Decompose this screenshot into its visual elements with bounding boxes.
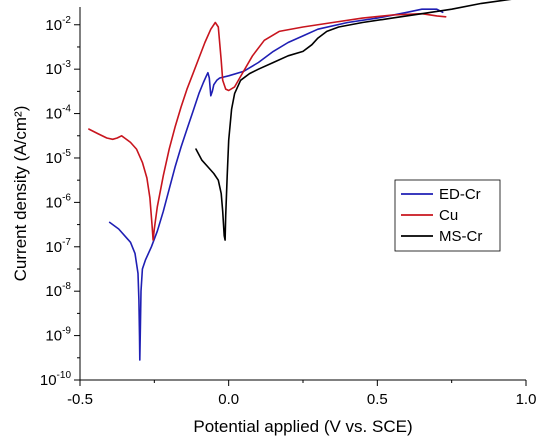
series-line-ed-cr xyxy=(108,8,444,361)
y-tick-base: 10 xyxy=(45,150,62,167)
series-line-ms-cr xyxy=(195,0,512,241)
x-tick-label: 1.0 xyxy=(516,391,537,408)
y-tick-base: 10 xyxy=(45,106,62,123)
legend-label: ED-Cr xyxy=(439,186,481,203)
y-tick-base: 10 xyxy=(45,283,62,300)
legend: ED-Cr Cu MS-Cr xyxy=(394,179,501,252)
y-tick-label: 10-6 xyxy=(45,192,71,211)
legend-label: MS-Cr xyxy=(439,228,482,245)
y-tick-exponent: -10 xyxy=(57,370,72,381)
y-tick-exponent: -5 xyxy=(62,148,71,159)
series-line-cu xyxy=(88,12,447,241)
x-tick-label: 0.5 xyxy=(367,391,388,408)
y-tick-base: 10 xyxy=(45,61,62,78)
y-tick-exponent: -9 xyxy=(62,326,71,337)
y-tick-base: 10 xyxy=(45,194,62,211)
x-axis-title: Potential applied (V vs. SCE) xyxy=(193,417,412,436)
y-tick-exponent: -8 xyxy=(62,281,71,292)
y-tick-label: 10-10 xyxy=(40,370,72,389)
y-tick-label: 10-8 xyxy=(45,281,71,300)
y-tick-exponent: -2 xyxy=(62,15,71,26)
y-tick-label: 10-3 xyxy=(45,59,71,78)
y-tick-base: 10 xyxy=(45,328,62,345)
y-tick-label: 10-4 xyxy=(45,104,71,123)
y-tick-exponent: -6 xyxy=(62,192,71,203)
y-tick-base: 10 xyxy=(40,372,57,389)
y-tick-exponent: -3 xyxy=(62,59,71,70)
y-tick-label: 10-5 xyxy=(45,148,71,167)
plot-lines xyxy=(88,0,512,361)
y-tick-base: 10 xyxy=(45,239,62,256)
y-tick-label: 10-7 xyxy=(45,237,71,256)
y-tick-label: 10-9 xyxy=(45,326,71,345)
y-tick-exponent: -7 xyxy=(62,237,71,248)
y-tick-exponent: -4 xyxy=(62,104,71,115)
x-tick-label: 0.0 xyxy=(218,391,239,408)
y-tick-label: 10-2 xyxy=(45,15,71,34)
x-axis-ticks: -0.5 0.0 0.5 1.0 xyxy=(67,380,536,408)
y-tick-base: 10 xyxy=(45,17,62,34)
y-axis-title: Current density (A/cm²) xyxy=(11,106,30,282)
x-tick-label: -0.5 xyxy=(67,391,93,408)
legend-label: Cu xyxy=(439,207,458,224)
